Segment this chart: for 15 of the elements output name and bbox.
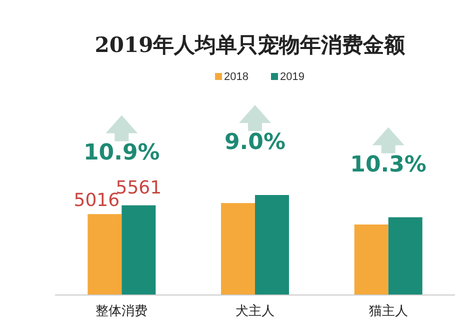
x-tick-label: 猫主人 [368, 303, 408, 319]
text: 10.3% [350, 152, 426, 178]
text: 9.0% [224, 130, 286, 155]
text: 10.9% [84, 140, 160, 166]
legend-label: 2019 [280, 71, 304, 83]
x-tick-label: 整体消费 [96, 304, 148, 319]
bar [122, 205, 156, 295]
legend-label: 2018 [224, 71, 248, 83]
bar [255, 195, 289, 295]
bar [88, 214, 122, 295]
bar [354, 224, 388, 295]
bar [221, 203, 255, 295]
bar [388, 217, 422, 295]
chart-title: 2019年人均单只宠物年消费金额 [94, 32, 406, 57]
x-tick-label: 犬主人 [236, 303, 274, 319]
